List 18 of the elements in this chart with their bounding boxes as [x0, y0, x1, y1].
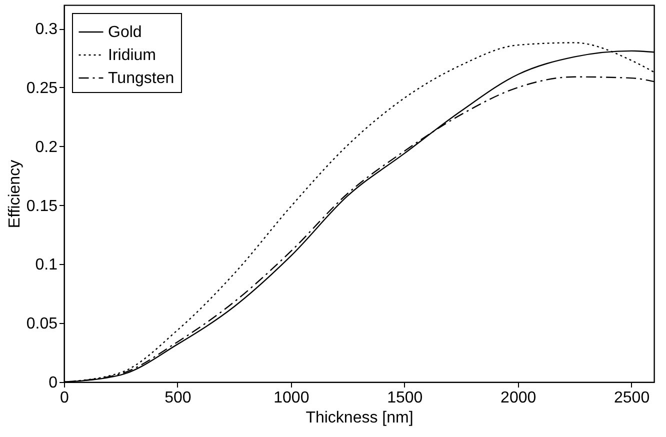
- y-tick-label: 0.2: [35, 138, 58, 156]
- legend-label: Tungsten: [108, 70, 174, 87]
- y-tick-label: 0: [48, 374, 58, 392]
- x-tick-label: 0: [60, 390, 70, 406]
- y-tick-label: 0.05: [26, 316, 58, 333]
- y-tick-label: 0.25: [26, 80, 58, 97]
- x-tick-label: 500: [164, 390, 192, 406]
- x-tick-label: 2500: [614, 390, 650, 406]
- x-tick-label: 1500: [387, 390, 423, 406]
- y-axis-title: Efficiency: [6, 160, 24, 228]
- y-tick-label: 0.3: [35, 21, 58, 38]
- y-tick-label: 0.15: [26, 198, 58, 215]
- legend-label: Gold: [108, 24, 142, 41]
- x-tick-label: 2000: [500, 390, 536, 406]
- legend-label: Iridium: [108, 47, 156, 64]
- x-axis-title: Thickness [nm]: [306, 410, 414, 426]
- x-tick-label: 1000: [274, 390, 310, 406]
- y-tick-label: 0.1: [35, 256, 58, 274]
